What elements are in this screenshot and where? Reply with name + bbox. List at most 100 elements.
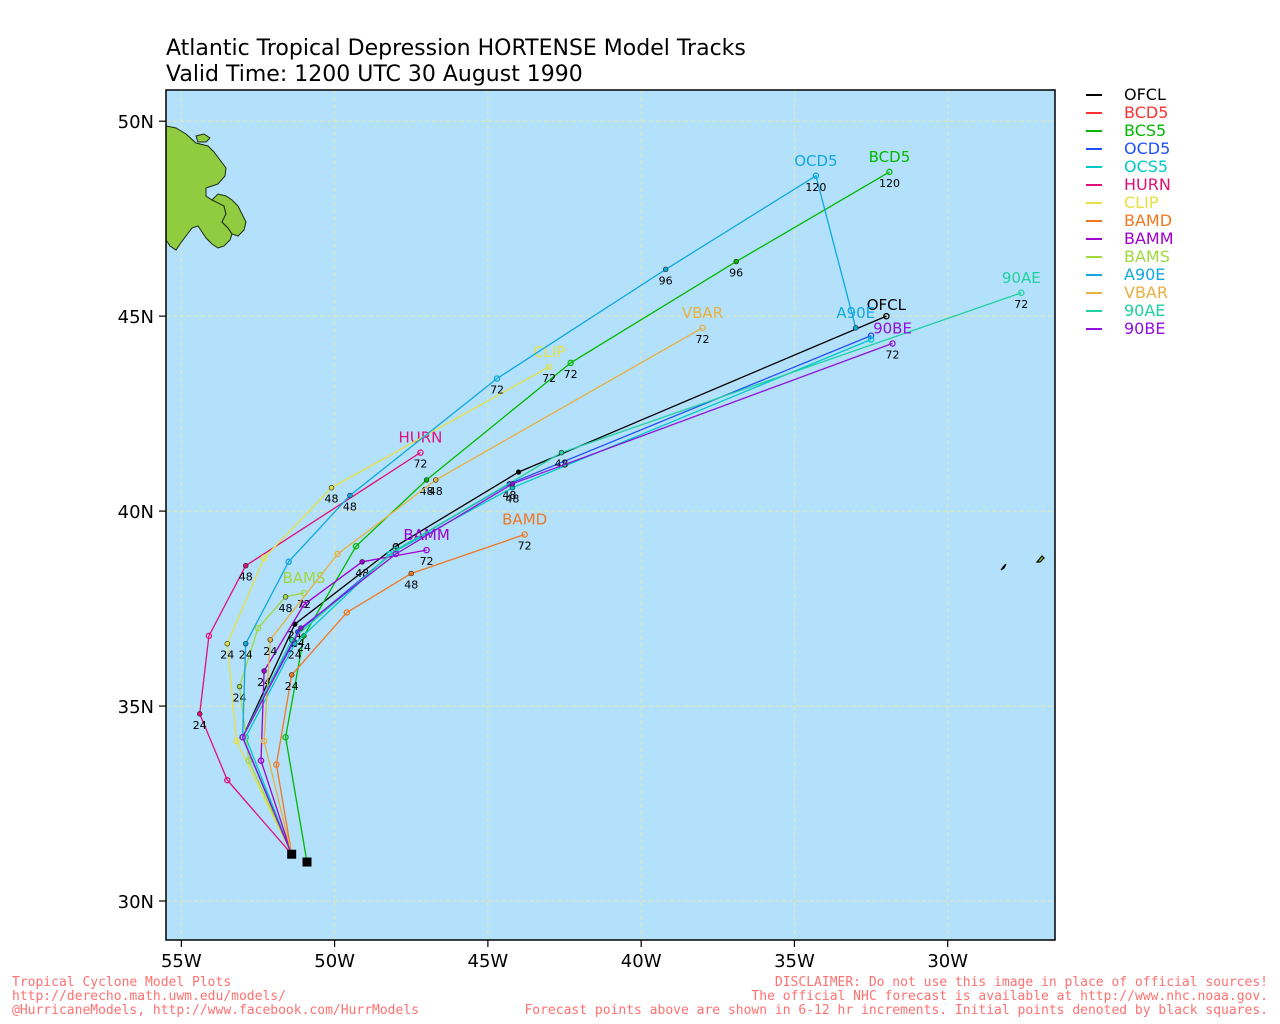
legend-label-hurn: HURN [1124,175,1171,194]
track-point-hurn-1 [224,776,231,784]
track-point-clip-2 [224,640,231,647]
track-vbar: 24 48 72 VBAR [260,304,723,855]
track-point-bamm-2 [261,668,267,674]
track-point-clip-1 [233,737,240,745]
island-2 [1035,555,1045,563]
hour-label-clip-4: 48 [325,493,339,506]
track-point-a90e-7 [812,172,820,180]
legend-swatch-90ae [1086,310,1102,312]
track-line-bamm [260,549,427,855]
hour-label-ocs5-4: 48 [505,493,519,506]
y-tick-label-4: 50N [118,112,154,133]
land-shape-peninsula [211,193,247,237]
track-point-bcs5-1 [282,733,289,741]
initial-point-0 [287,849,297,859]
legend-swatch-90be [1086,328,1102,330]
track-point-a90e-4 [347,492,353,499]
hour-label-bams-5: 72 [297,598,311,611]
track-point-clip-4 [328,485,335,491]
track-point-90be-5 [889,340,896,347]
track-point-bcs5-5 [567,359,574,367]
track-point-bamd-3 [343,609,351,616]
legend-label-ocd5: OCD5 [1124,139,1171,158]
legend-swatch-bamd [1086,220,1102,222]
hour-label-90be-5: 72 [886,348,900,361]
legend-swatch-bcs5 [1086,130,1102,132]
track-point-a90e-2 [243,640,249,647]
title-line-2: Valid Time: 1200 UTC 30 August 1990 [166,62,583,87]
track-point-90be-2 [298,625,304,631]
legend-label-bamd: BAMD [1124,211,1173,230]
track-point-bcs5-4 [423,477,430,483]
hour-label-bamm-4: 48 [355,567,369,580]
hour-label-hurn-5: 72 [413,458,427,471]
initial-point-1 [302,857,312,867]
hour-label-bamm-5: 72 [420,555,434,568]
footer-right: DISCLAIMER: Do not use this image in pla… [524,976,1268,1018]
footer-right-line-3: Forecast points above are shown in 6-12 … [524,1003,1268,1018]
legend-swatch-bams [1086,256,1102,258]
hour-label-bamd-5: 72 [518,539,532,552]
track-point-bamd-2 [288,672,295,678]
footer-left-line-1: Tropical Cyclone Model Plots [12,975,232,990]
legend-swatch-hurn [1086,184,1102,186]
y-tick-label-0: 30N [118,892,154,913]
hour-label-a90e-5: 72 [490,384,504,397]
track-point-bams-1 [245,757,253,764]
track-line-ocs5 [244,338,872,855]
y-tick-label-1: 35N [118,697,154,718]
hour-label-bams-4: 48 [279,602,293,615]
hour-label-ocd5-4: 48 [502,489,516,502]
plot-frame [165,89,1056,941]
track-line-90be [241,342,893,855]
legend-label-ofcl: OFCL [1124,85,1166,104]
track-point-clip-3 [260,554,268,562]
track-point-hurn-2 [197,711,203,717]
azores-islands [1000,555,1045,571]
initial-points [287,849,312,867]
track-point-ocs5-5 [867,336,875,343]
track-point-vbar-1 [260,737,268,745]
track-point-bamd-5 [521,531,528,538]
y-tick-label-3: 45N [118,307,154,328]
hour-label-hurn-2: 24 [193,719,207,732]
legend-label-bcd5: BCD5 [1124,103,1169,122]
footer-left-line-2[interactable]: http://derecho.math.uwm.edu/models/ [12,989,286,1004]
track-point-a90e-3 [285,558,292,566]
title-line-1: Atlantic Tropical Depression HORTENSE Mo… [166,36,746,61]
track-point-bamm-3 [300,601,308,608]
hour-label-bamd-2: 24 [285,680,299,693]
hour-label-90ae-5: 72 [1014,298,1028,311]
track-point-ofcl-5 [883,312,890,320]
track-point-90be-1 [239,733,246,741]
track-point-bcs5-3 [352,542,360,550]
model-tracks: 24OFCL24487296120BCD524482448244872HURN2… [193,148,1041,863]
footer-left-line-3[interactable]: @HurricaneModels, http://www.facebook.co… [12,1003,419,1018]
land-shape-islet [195,133,211,143]
hour-label-vbar-5: 72 [695,333,709,346]
x-tick-label-4: 35W [774,951,815,972]
track-point-hurn-5 [417,449,424,456]
hour-label-hurn-4: 48 [239,571,253,584]
track-point-bcs5-7 [886,168,893,176]
hour-label-clip-2: 24 [220,649,234,662]
track-point-vbar-5 [699,324,706,332]
track-point-vbar-4 [433,477,439,483]
hour-label-bcs5-5: 72 [564,368,578,381]
track-point-bams-2 [236,683,243,690]
chart-title: Atlantic Tropical Depression HORTENSE Mo… [166,36,746,88]
track-point-vbar-2 [267,637,273,643]
track-end-label-vbar-5: VBAR [682,304,723,322]
legend-swatch-ofcl [1086,94,1102,96]
legend-swatch-ocd5 [1086,148,1102,150]
footer-right-line-1: DISCLAIMER: Do not use this image in pla… [774,975,1268,990]
track-point-a90e-6 [662,266,669,273]
hour-label-a90e-7: 120 [805,181,826,194]
track-point-vbar-3 [334,550,341,558]
track-point-bamm-1 [257,757,265,764]
hour-label-bcs5-7: 120 [879,177,900,190]
legend-label-bams: BAMS [1124,247,1170,266]
track-point-90ae-3 [392,546,400,554]
